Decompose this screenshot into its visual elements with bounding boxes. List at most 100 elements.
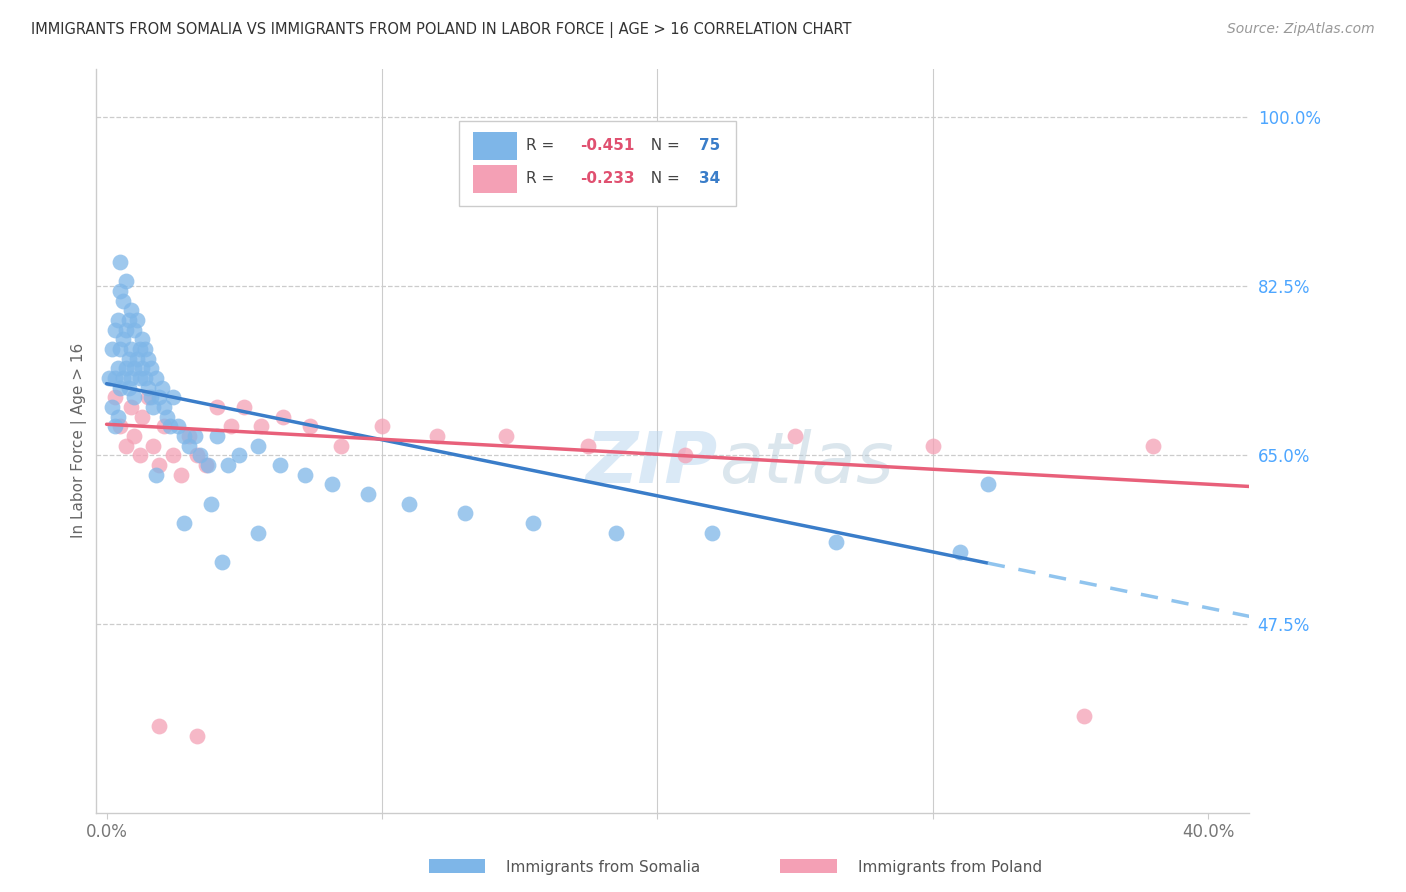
Point [120,371,142,385]
Point [702,525,724,540]
Point [162,390,184,404]
Point [173,516,195,530]
Point [115,361,138,376]
Point [110,342,132,356]
Point [605,525,627,540]
Point [142,400,165,414]
Point [357,487,380,501]
Point [977,477,1000,491]
Point [299,419,322,434]
Point [294,467,316,482]
Point [98,371,121,385]
Text: -0.451: -0.451 [581,138,634,153]
Point [107,313,129,327]
Point [197,458,219,472]
Point [148,719,170,733]
Point [329,438,352,452]
Point [321,477,343,491]
Text: 34: 34 [699,171,720,186]
Point [205,429,228,443]
Point [156,409,179,424]
Point [673,448,696,462]
Point [271,409,294,424]
Point [139,390,162,404]
Point [148,458,170,472]
Point [371,419,394,434]
Point [398,497,420,511]
Point [101,400,124,414]
Point [179,429,201,443]
Point [136,390,159,404]
Text: -0.233: -0.233 [581,171,634,186]
Point [200,497,222,511]
Point [167,419,190,434]
Point [120,400,142,414]
Point [122,429,145,443]
Point [110,380,132,394]
Point [148,390,170,404]
Text: ZIP: ZIP [586,428,718,498]
Point [495,429,517,443]
Point [247,438,270,452]
Point [110,419,132,434]
Point [139,361,162,376]
Point [219,419,242,434]
Point [159,419,181,434]
Point [921,438,943,452]
Point [131,361,153,376]
Point [825,535,848,549]
Point [145,371,167,385]
Point [120,303,142,318]
Point [122,361,145,376]
Text: N =: N = [641,171,685,186]
Point [211,555,233,569]
Point [153,419,176,434]
FancyBboxPatch shape [472,132,517,160]
Point [426,429,449,443]
Point [110,284,132,298]
Point [101,342,124,356]
Point [453,506,475,520]
Point [125,351,148,366]
Point [142,438,165,452]
Point [131,409,153,424]
Point [217,458,239,472]
Point [115,438,138,452]
Point [117,380,139,394]
Point [104,390,127,404]
Point [247,525,270,540]
Point [104,322,127,336]
Point [162,448,184,462]
Point [522,516,544,530]
Point [117,313,139,327]
Text: R =: R = [526,138,560,153]
Point [122,390,145,404]
Text: N =: N = [641,138,685,153]
Point [228,448,250,462]
Point [134,371,156,385]
FancyBboxPatch shape [458,120,735,206]
Point [249,419,271,434]
Point [173,429,195,443]
Point [115,322,138,336]
Point [1142,438,1164,452]
Text: 75: 75 [699,138,720,153]
Point [186,729,208,743]
Text: atlas: atlas [718,428,893,498]
Point [112,371,135,385]
Point [194,458,217,472]
Point [131,332,153,346]
Point [104,371,127,385]
Point [186,448,208,462]
Point [107,361,129,376]
Point [578,438,600,452]
FancyBboxPatch shape [472,164,517,193]
Point [128,448,150,462]
Point [179,438,201,452]
Point [150,380,173,394]
Text: R =: R = [526,171,560,186]
Y-axis label: In Labor Force | Age > 16: In Labor Force | Age > 16 [72,343,87,539]
Point [125,313,148,327]
Point [783,429,806,443]
Point [1073,709,1095,723]
